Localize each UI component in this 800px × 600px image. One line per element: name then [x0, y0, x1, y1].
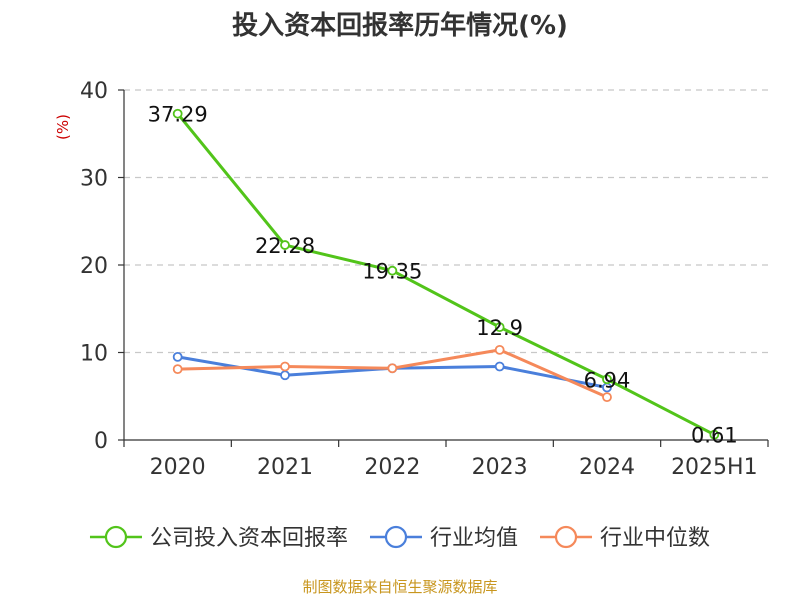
data-point	[387, 265, 398, 276]
y-tick-label: 20	[80, 254, 108, 279]
series-line-0	[176, 112, 716, 436]
data-label: 6.94	[584, 368, 631, 392]
legend-marker-icon	[104, 525, 128, 549]
data-labels: 37.29 22.28 19.35 12.9 6.94 0.61	[148, 103, 738, 448]
data-point	[172, 364, 183, 375]
data-point	[709, 429, 720, 440]
data-point	[387, 363, 398, 374]
legend-label: 行业均值	[430, 526, 518, 551]
y-tick-label: 0	[94, 429, 108, 454]
y-tick-label: 30	[80, 167, 108, 192]
source-note: 制图数据来自恒生聚源数据库	[302, 578, 497, 596]
data-point	[172, 108, 183, 119]
legend-label: 公司投入资本回报率	[150, 526, 348, 551]
data-point	[172, 351, 183, 362]
data-label: 19.35	[362, 260, 422, 284]
x-tick-label: 2022	[364, 455, 420, 480]
data-label: 0.61	[691, 424, 738, 448]
legend-label: 行业中位数	[600, 526, 710, 551]
legend-item-2[interactable]: 行业中位数	[540, 525, 710, 551]
legend-item-0[interactable]: 公司投入资本回报率	[89, 525, 348, 551]
chart-title: 投入资本回报率历年情况(%)	[232, 10, 568, 41]
data-point	[602, 374, 612, 385]
legend-item-1[interactable]: 行业均值	[369, 525, 518, 551]
x-tick-label: 2023	[472, 455, 528, 480]
legend-marker-icon	[384, 525, 408, 549]
data-point	[494, 361, 505, 372]
y-tick-label: 40	[80, 79, 108, 104]
legend: 公司投入资本回报率 行业均值 行业中位数	[89, 525, 710, 551]
y-axis-label: (%)	[54, 114, 72, 140]
data-point	[280, 240, 290, 250]
axes: 0 10 20 30 40 2020 2021 2022 2023 2024 2025H1	[80, 79, 769, 480]
x-tick-label: 2025H1	[671, 455, 758, 480]
data-point	[494, 344, 505, 355]
series-lines	[172, 108, 720, 440]
data-label: 37.29	[148, 103, 208, 127]
data-point	[280, 361, 290, 372]
x-tick-label: 2020	[150, 455, 206, 480]
grid-lines	[124, 89, 768, 354]
data-label: 22.28	[255, 234, 315, 258]
data-point	[494, 322, 505, 333]
x-tick-label: 2021	[257, 455, 313, 480]
x-tick-label: 2024	[579, 455, 635, 480]
legend-marker-icon	[554, 525, 578, 549]
y-tick-label: 10	[80, 342, 108, 367]
data-point	[280, 370, 290, 381]
data-point	[602, 392, 612, 403]
data-label: 12.9	[476, 316, 523, 340]
